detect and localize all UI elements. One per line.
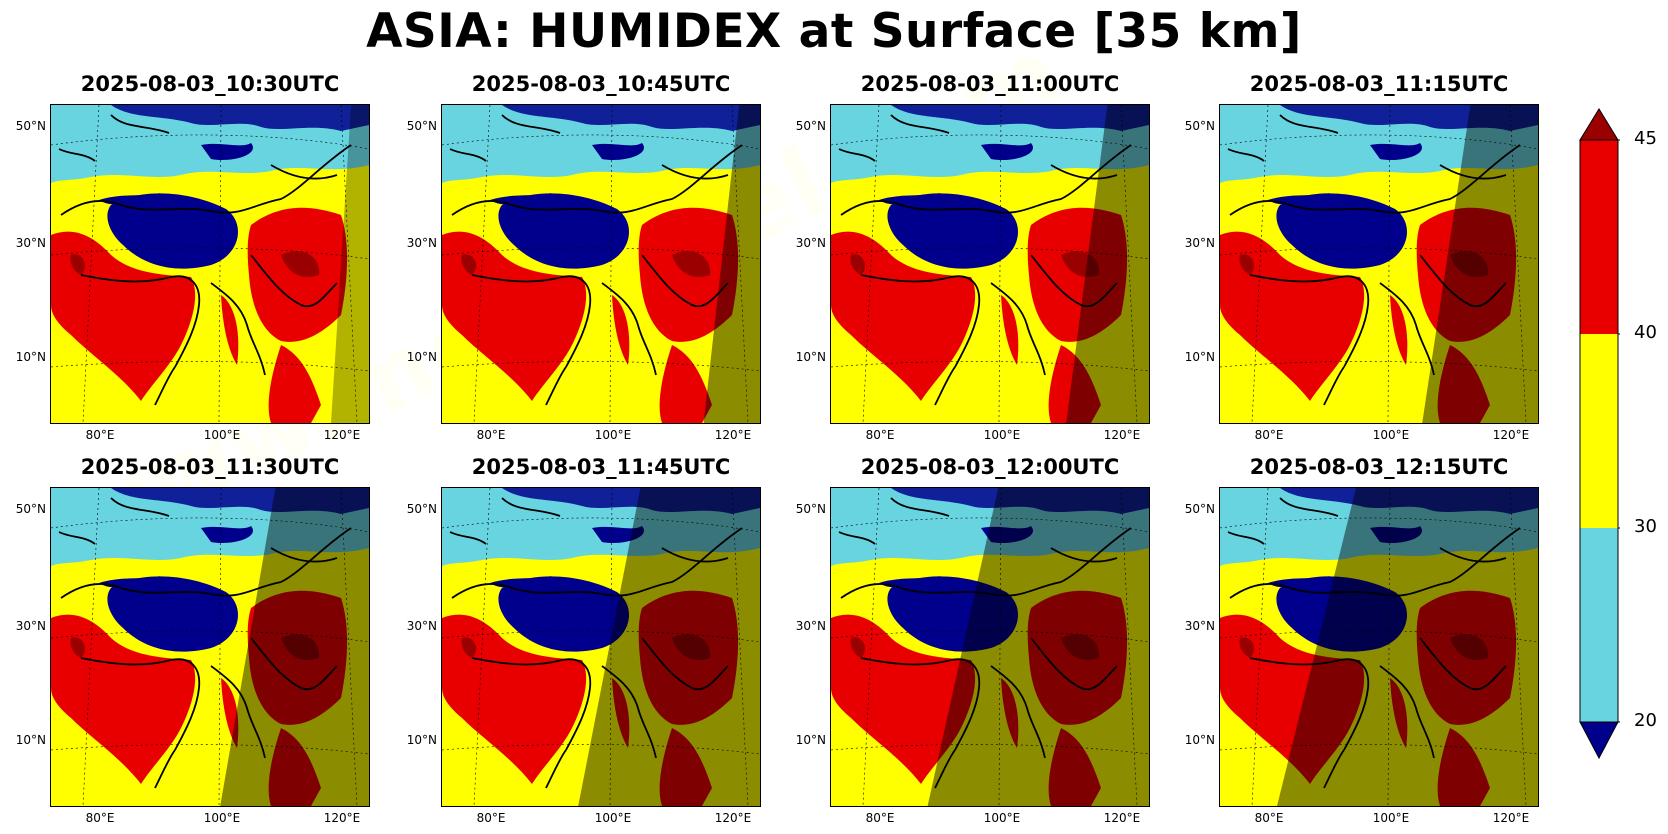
lat-tick-label: 30°N	[15, 236, 46, 250]
colorbar-bin-20-30	[1580, 528, 1618, 722]
lon-tick-label: 100°E	[203, 811, 241, 825]
lat-tick-label: 10°N	[15, 350, 46, 364]
lat-tick-label: 50°N	[15, 502, 46, 516]
lon-tick-label: 120°E	[1103, 811, 1141, 825]
lon-tick-label: 120°E	[323, 428, 361, 442]
lat-tick-label: 10°N	[795, 350, 826, 364]
lat-tick-label: 50°N	[406, 502, 437, 516]
lat-tick-label: 10°N	[15, 733, 46, 747]
lon-tick-label: 100°E	[594, 428, 632, 442]
lat-tick-label: 50°N	[1184, 502, 1215, 516]
night-shade	[927, 488, 1149, 806]
panel-time-title: 2025-08-03_12:15UTC	[1249, 455, 1509, 479]
lat-tick-label: 30°N	[406, 619, 437, 633]
lat-tick-label: 30°N	[1184, 236, 1215, 250]
lat-tick-label: 30°N	[15, 619, 46, 633]
lat-tick-label: 10°N	[1184, 350, 1215, 364]
lon-tick-label: 120°E	[1492, 428, 1530, 442]
night-shade	[578, 488, 760, 806]
lat-tick-label: 30°N	[406, 236, 437, 250]
panel-time-title: 2025-08-03_10:45UTC	[471, 72, 731, 96]
humidex-map	[50, 104, 370, 424]
lon-tick-label: 80°E	[85, 428, 115, 442]
lon-tick-label: 80°E	[476, 811, 506, 825]
night-shade	[703, 105, 760, 423]
lon-tick-label: 80°E	[1254, 811, 1284, 825]
panel-time-title: 2025-08-03_11:00UTC	[860, 72, 1120, 96]
figure-title: ASIA: HUMIDEX at Surface [35 km]	[366, 4, 1302, 59]
night-shade	[1277, 488, 1538, 806]
lat-tick-label: 30°N	[795, 236, 826, 250]
lat-tick-label: 10°N	[406, 733, 437, 747]
lat-tick-label: 30°N	[795, 619, 826, 633]
panel-time-title: 2025-08-03_11:15UTC	[1249, 72, 1509, 96]
lat-tick-label: 10°N	[795, 733, 826, 747]
colorbar-tick-30: 30	[1634, 516, 1657, 537]
lat-tick-label: 50°N	[1184, 119, 1215, 133]
night-shade	[1066, 105, 1149, 423]
colorbar-tick-20: 20	[1634, 710, 1657, 731]
colorbar-under-arrow	[1579, 721, 1619, 760]
night-shade	[1422, 105, 1538, 423]
night-shade	[331, 105, 369, 423]
lon-tick-label: 120°E	[714, 811, 752, 825]
lon-tick-label: 100°E	[983, 811, 1021, 825]
colorbar-over-arrow	[1579, 108, 1619, 141]
lon-tick-label: 100°E	[1372, 811, 1410, 825]
lon-tick-label: 120°E	[714, 428, 752, 442]
panel-time-title: 2025-08-03_12:00UTC	[860, 455, 1120, 479]
humidex-map	[50, 487, 370, 807]
panel-time-title: 2025-08-03_11:30UTC	[80, 455, 340, 479]
humidex-map	[441, 487, 761, 807]
lon-tick-label: 120°E	[323, 811, 361, 825]
humidex-map	[830, 104, 1150, 424]
lon-tick-label: 80°E	[1254, 428, 1284, 442]
lon-tick-label: 80°E	[85, 811, 115, 825]
lat-tick-label: 30°N	[1184, 619, 1215, 633]
lon-tick-label: 120°E	[1492, 811, 1530, 825]
colorbar-bin-40-45	[1580, 140, 1618, 334]
lat-tick-label: 50°N	[795, 119, 826, 133]
lon-tick-label: 120°E	[1103, 428, 1141, 442]
humidex-map	[1219, 104, 1539, 424]
humidex-map	[1219, 487, 1539, 807]
lon-tick-label: 80°E	[865, 428, 895, 442]
humidex-map	[830, 487, 1150, 807]
panel-time-title: 2025-08-03_11:45UTC	[471, 455, 731, 479]
night-shade	[220, 488, 369, 806]
lon-tick-label: 80°E	[865, 811, 895, 825]
colorbar-tick-40: 40	[1634, 322, 1657, 343]
lat-tick-label: 50°N	[795, 502, 826, 516]
panel-time-title: 2025-08-03_10:30UTC	[80, 72, 340, 96]
lon-tick-label: 100°E	[594, 811, 632, 825]
humidex-map	[441, 104, 761, 424]
lat-tick-label: 10°N	[1184, 733, 1215, 747]
colorbar-bin-30-40	[1580, 334, 1618, 528]
lat-tick-label: 50°N	[15, 119, 46, 133]
colorbar-tick-45: 45	[1634, 128, 1657, 149]
lat-tick-label: 10°N	[406, 350, 437, 364]
lon-tick-label: 80°E	[476, 428, 506, 442]
lon-tick-label: 100°E	[203, 428, 241, 442]
lat-tick-label: 50°N	[406, 119, 437, 133]
lon-tick-label: 100°E	[983, 428, 1021, 442]
lon-tick-label: 100°E	[1372, 428, 1410, 442]
colorbar	[1579, 108, 1620, 760]
